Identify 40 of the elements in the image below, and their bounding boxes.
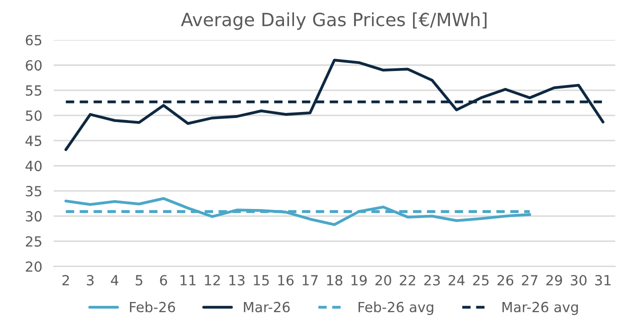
line-series (64, 197, 532, 226)
y-tick-label: 60 (26, 60, 42, 71)
x-tick-label: 2 (62, 274, 69, 286)
x-tick-label: 5 (136, 275, 142, 286)
x-tick-label: 16 (278, 274, 294, 286)
x-tick-label: 23 (424, 274, 440, 286)
legend-label: Mar-26 (244, 302, 290, 312)
x-tick-label: 3 (86, 274, 94, 286)
x-tick-label: 18 (327, 274, 342, 286)
x-tick-label: 12 (205, 274, 220, 286)
x-tick-label: 15 (254, 275, 269, 286)
y-tick-label: 50 (26, 110, 42, 121)
y-tick-label: 65 (26, 34, 42, 46)
legend-label: Feb-26 (130, 302, 176, 312)
y-tick-label: 30 (26, 211, 42, 222)
x-tick-label: 6 (160, 274, 168, 286)
chart-title: Average Daily Gas Prices [€/MWh] (180, 12, 486, 30)
x-tick-label: 30 (570, 274, 587, 286)
x-tick-label: 22 (400, 274, 416, 286)
x-tick-label: 31 (595, 274, 611, 286)
x-tick-label: 26 (498, 274, 514, 286)
legend-label: Feb-26 avg (358, 302, 434, 315)
x-tick-label: 29 (546, 274, 562, 286)
y-tick-label: 20 (26, 261, 42, 272)
x-tick-label: 24 (448, 274, 465, 286)
x-tick-label: 4 (110, 275, 118, 286)
x-tick-label: 17 (302, 275, 318, 286)
legend-label: Mar-26 avg (502, 302, 578, 315)
x-tick-label: 19 (352, 274, 367, 286)
x-tick-label: 20 (375, 274, 392, 286)
y-tick-label: 35 (26, 186, 42, 196)
y-tick-label: 45 (26, 136, 42, 146)
y-tick-label: 25 (26, 236, 42, 247)
x-tick-label: 25 (473, 274, 489, 286)
y-tick-label: 55 (26, 85, 42, 96)
x-tick-label: 13 (229, 274, 244, 286)
x-tick-label: 27 (522, 274, 538, 286)
line-series (64, 58, 604, 152)
x-tick-label: 11 (180, 275, 196, 286)
y-tick-label: 40 (26, 160, 42, 172)
